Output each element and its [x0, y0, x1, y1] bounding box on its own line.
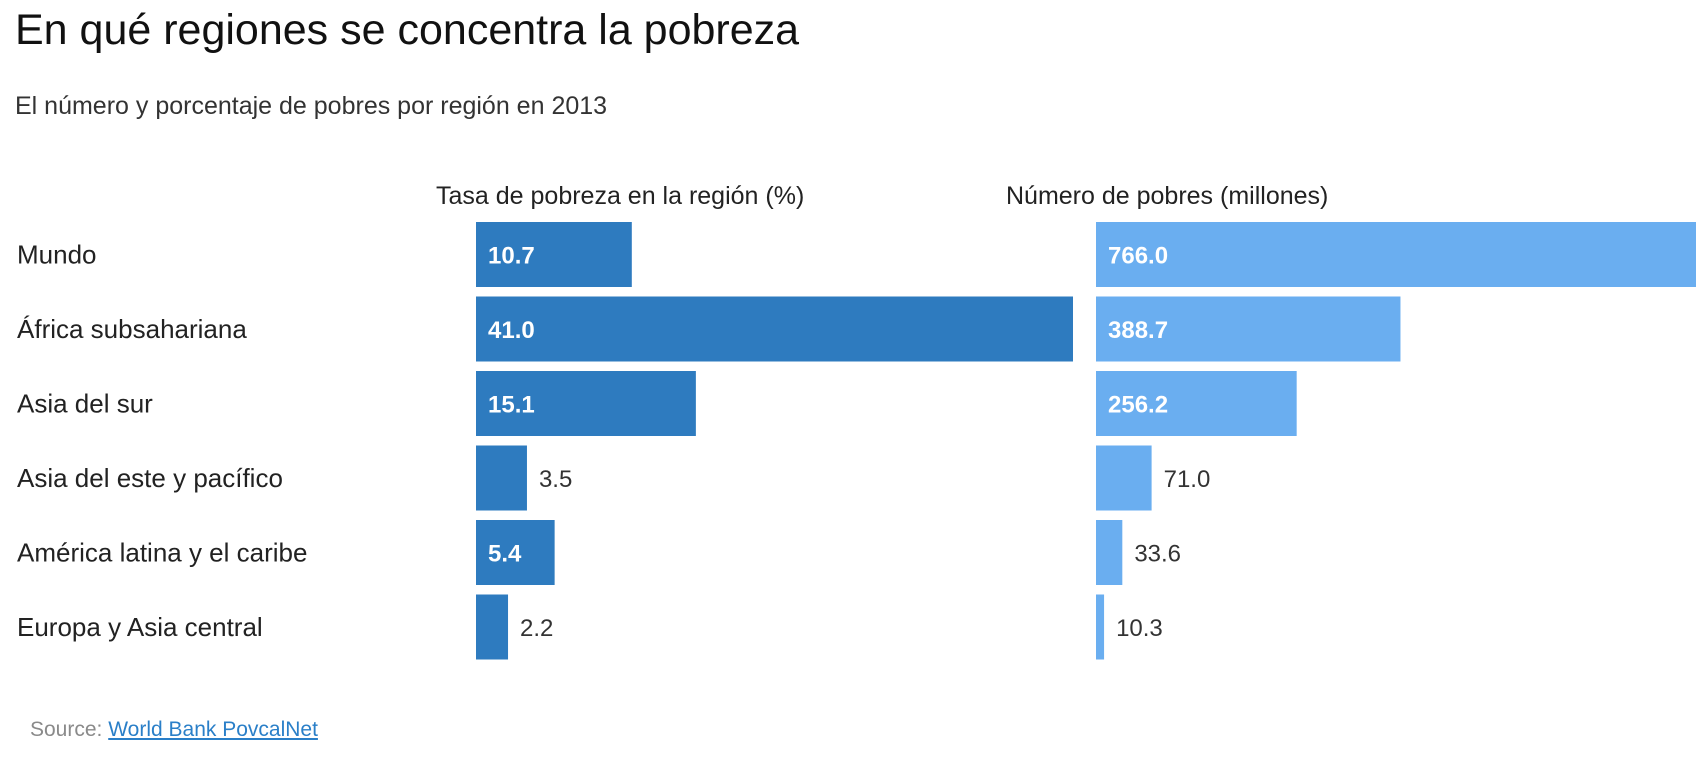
bar-rate — [476, 296, 1073, 362]
bar-rate — [476, 520, 555, 585]
bar-count — [1096, 445, 1152, 511]
bar-value-label-rate: 5.4 — [488, 541, 522, 568]
bar-value-label-rate: 3.5 — [539, 466, 572, 493]
category-label: Europa y Asia central — [17, 612, 263, 642]
bar-value-label-count: 71.0 — [1164, 466, 1211, 493]
source-note: Source: World Bank PovcalNet — [30, 718, 318, 742]
bar-value-label-count: 766.0 — [1108, 243, 1168, 270]
bar-count — [1096, 296, 1401, 362]
bar-value-label-count: 33.6 — [1134, 541, 1181, 568]
bar-count — [1096, 594, 1105, 660]
bar-value-label-count: 10.3 — [1116, 615, 1163, 642]
bar-rate — [476, 445, 527, 511]
category-label: Asia del este y pacífico — [17, 463, 283, 493]
bar-chart: Mundo África subsahariana Asia del sur Asia… — [17, 222, 1696, 660]
category-label: América latina y el caribe — [17, 538, 307, 568]
bar-value-label-rate: 10.7 — [488, 243, 535, 270]
bar-rate — [476, 594, 509, 660]
bar-count — [1096, 520, 1123, 585]
source-link[interactable]: World Bank PovcalNet — [108, 718, 318, 741]
source-prefix: Source: — [30, 718, 103, 741]
bar-count — [1096, 222, 1696, 287]
bar-count — [1096, 371, 1297, 436]
category-label: Mundo — [17, 240, 97, 270]
rate-panel-title: Tasa de pobreza en la región (%) — [436, 182, 805, 210]
bar-value-label-rate: 2.2 — [520, 615, 553, 642]
category-label: Asia del sur — [17, 389, 153, 419]
bar-value-label-count: 256.2 — [1108, 392, 1168, 419]
chart-title: En qué regiones se concentra la pobreza — [15, 6, 800, 54]
category-label: África subsahariana — [17, 314, 247, 344]
bar-rate — [476, 371, 696, 436]
bar-rate — [476, 222, 632, 287]
chart-subtitle: El número y porcentaje de pobres por reg… — [15, 92, 608, 120]
bar-value-label-rate: 41.0 — [488, 317, 535, 344]
count-panel-title: Número de pobres (millones) — [1006, 182, 1329, 210]
bar-value-label-rate: 15.1 — [488, 392, 535, 419]
bar-value-label-count: 388.7 — [1108, 317, 1168, 344]
